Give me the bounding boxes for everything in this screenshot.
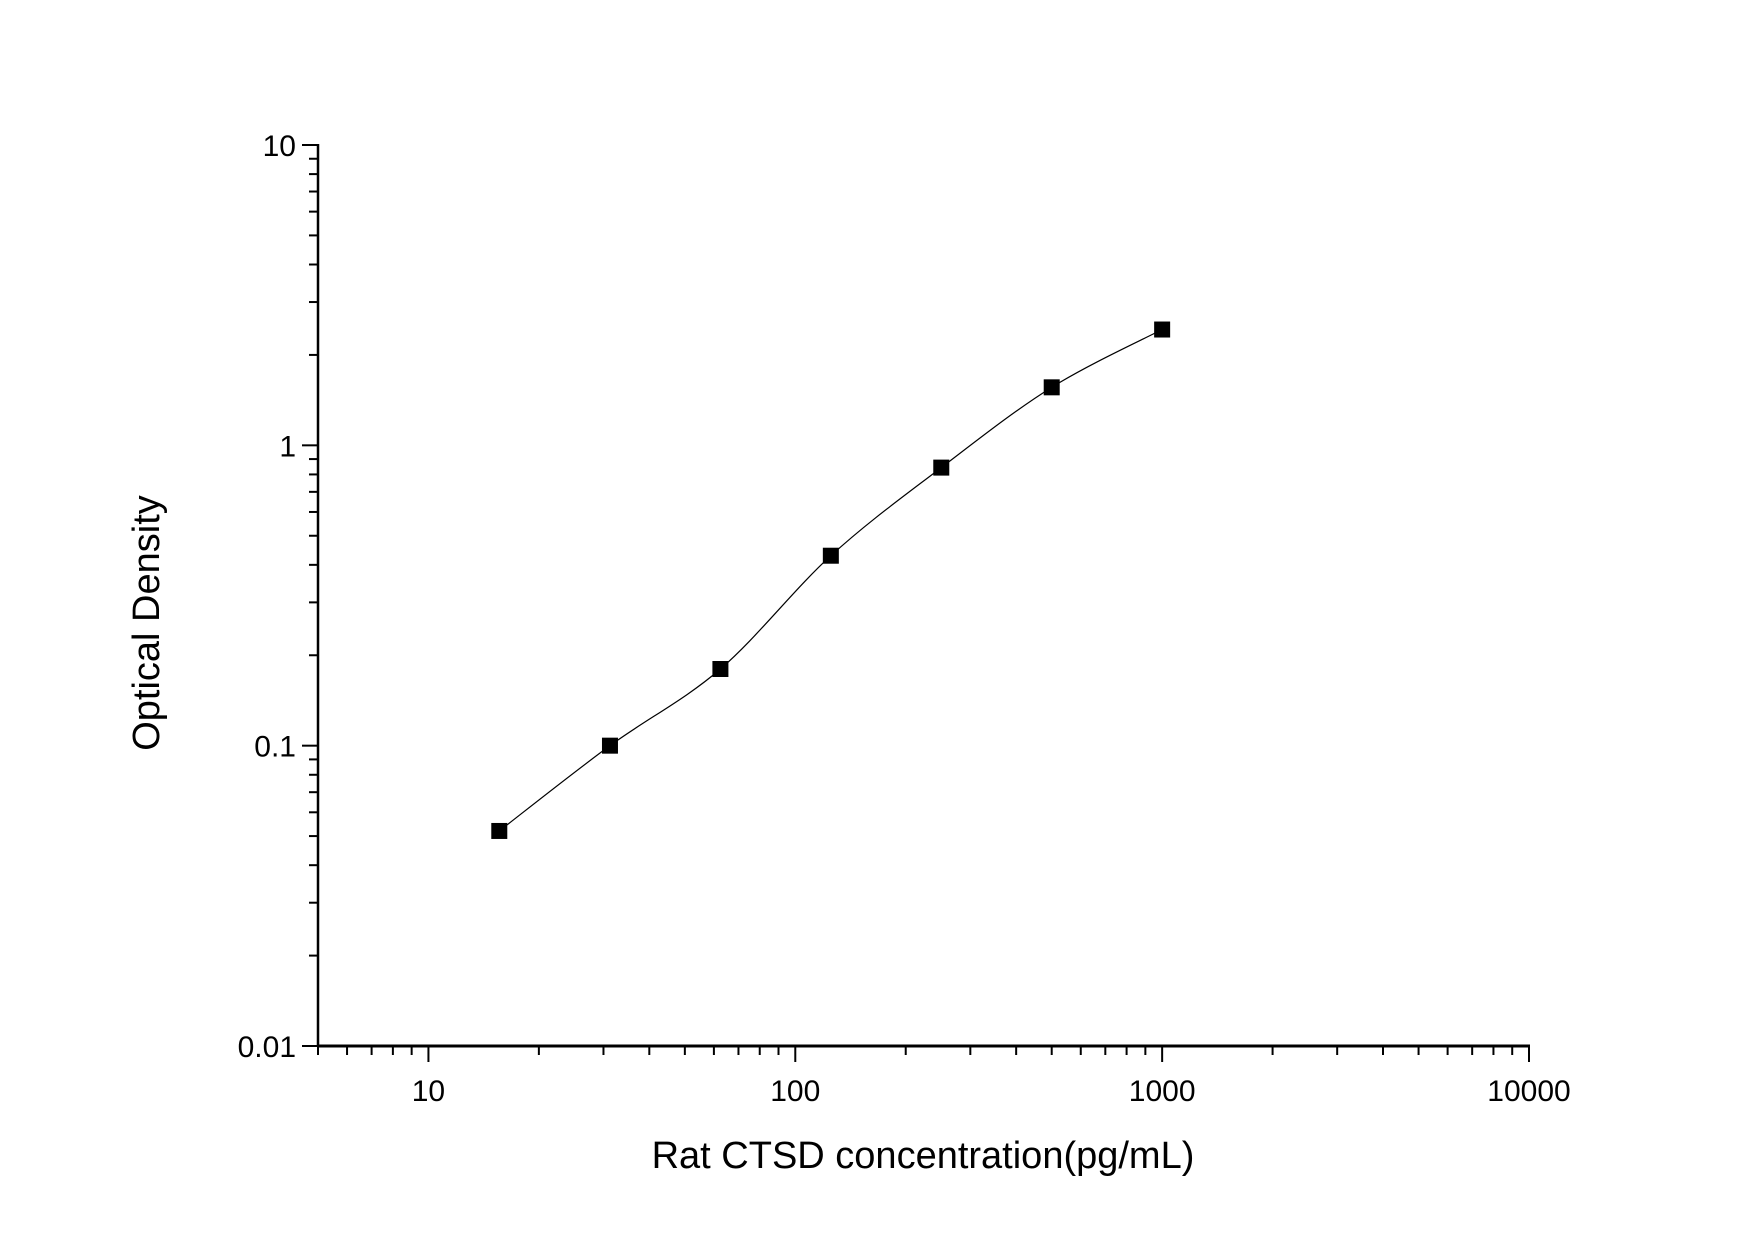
y-tick-label: 0.1: [254, 731, 296, 764]
fit-curve-line: [498, 328, 1163, 832]
x-tick-label: 1000: [1129, 1075, 1196, 1108]
x-axis-label: Rat CTSD concentration(pg/mL): [652, 1135, 1195, 1177]
data-point: [933, 459, 950, 476]
x-tick-label: 100: [770, 1075, 820, 1108]
data-point: [601, 737, 618, 754]
x-tick-label: 10000: [1487, 1075, 1570, 1108]
data-point: [1043, 379, 1060, 396]
data-point: [491, 822, 508, 839]
data-point: [822, 547, 839, 564]
data-point: [712, 660, 729, 677]
y-tick-label: 1: [279, 430, 296, 463]
x-tick-label: 10: [412, 1075, 445, 1108]
y-axis-label: Optical Density: [126, 495, 168, 751]
y-tick-label: 0.01: [238, 1031, 296, 1064]
data-point: [1154, 321, 1171, 338]
y-tick-label: 10: [263, 130, 296, 163]
